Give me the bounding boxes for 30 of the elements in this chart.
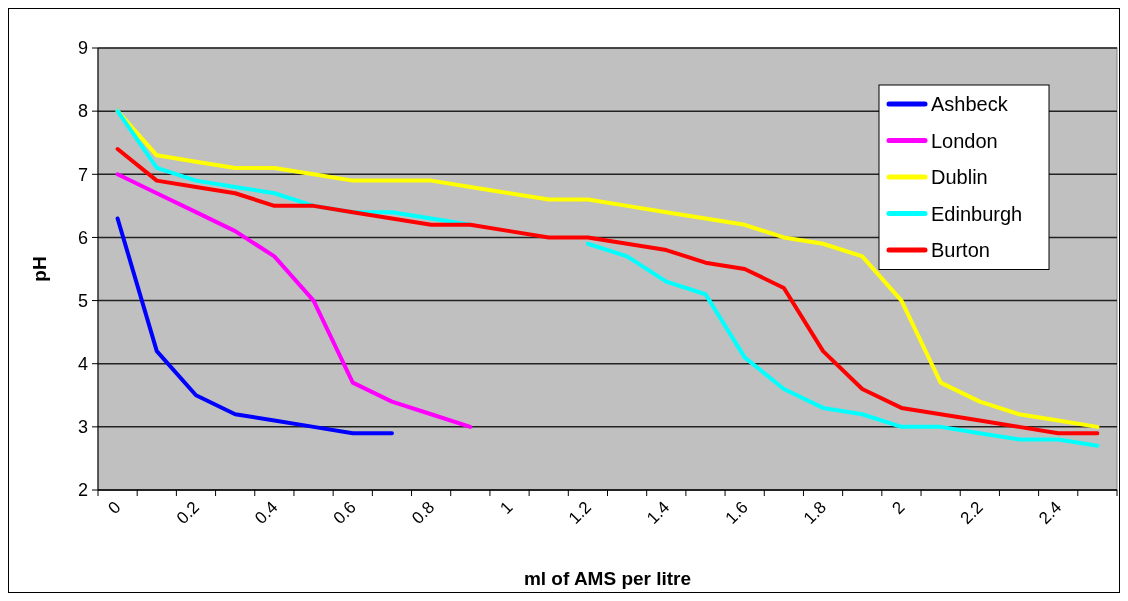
- line-series: [115, 216, 394, 436]
- x-tick-label: 1.8: [799, 497, 831, 528]
- x-tick-label: 0.8: [408, 497, 439, 528]
- legend-label: Edinburgh: [931, 202, 1023, 225]
- legend-label: Dublin: [931, 166, 988, 188]
- x-tick-label: 1.6: [721, 497, 752, 528]
- line-series: [115, 172, 473, 429]
- x-tick-label: 1: [496, 497, 517, 518]
- x-tick-label: 1.2: [564, 497, 595, 528]
- y-tick-label: 5: [77, 290, 88, 311]
- x-tick-label: 2.2: [956, 497, 987, 528]
- x-tick-label: 0.2: [172, 497, 204, 528]
- x-tick-label: 2: [888, 497, 909, 518]
- y-tick-label: 6: [77, 227, 88, 248]
- x-tick-label: 2.4: [1035, 497, 1066, 528]
- y-tick-label: 3: [77, 417, 88, 438]
- x-tick-label: 0.4: [251, 497, 282, 528]
- y-tick-label: 7: [77, 164, 88, 185]
- y-tick-label: 9: [77, 38, 88, 59]
- x-axis-title: ml of AMS per litre: [523, 568, 692, 589]
- x-tick-label: 1.4: [643, 497, 674, 528]
- y-tick-label: 8: [77, 101, 88, 122]
- legend-label: Burton: [931, 239, 990, 261]
- x-tick-label: 0.6: [329, 497, 360, 528]
- legend-label: London: [931, 129, 998, 152]
- y-tick-label: 2: [77, 480, 88, 501]
- y-axis-title: pH: [29, 256, 50, 282]
- x-tick-label: 0: [104, 497, 125, 518]
- y-tick-label: 4: [77, 354, 88, 375]
- legend-label: Ashbeck: [931, 93, 1009, 115]
